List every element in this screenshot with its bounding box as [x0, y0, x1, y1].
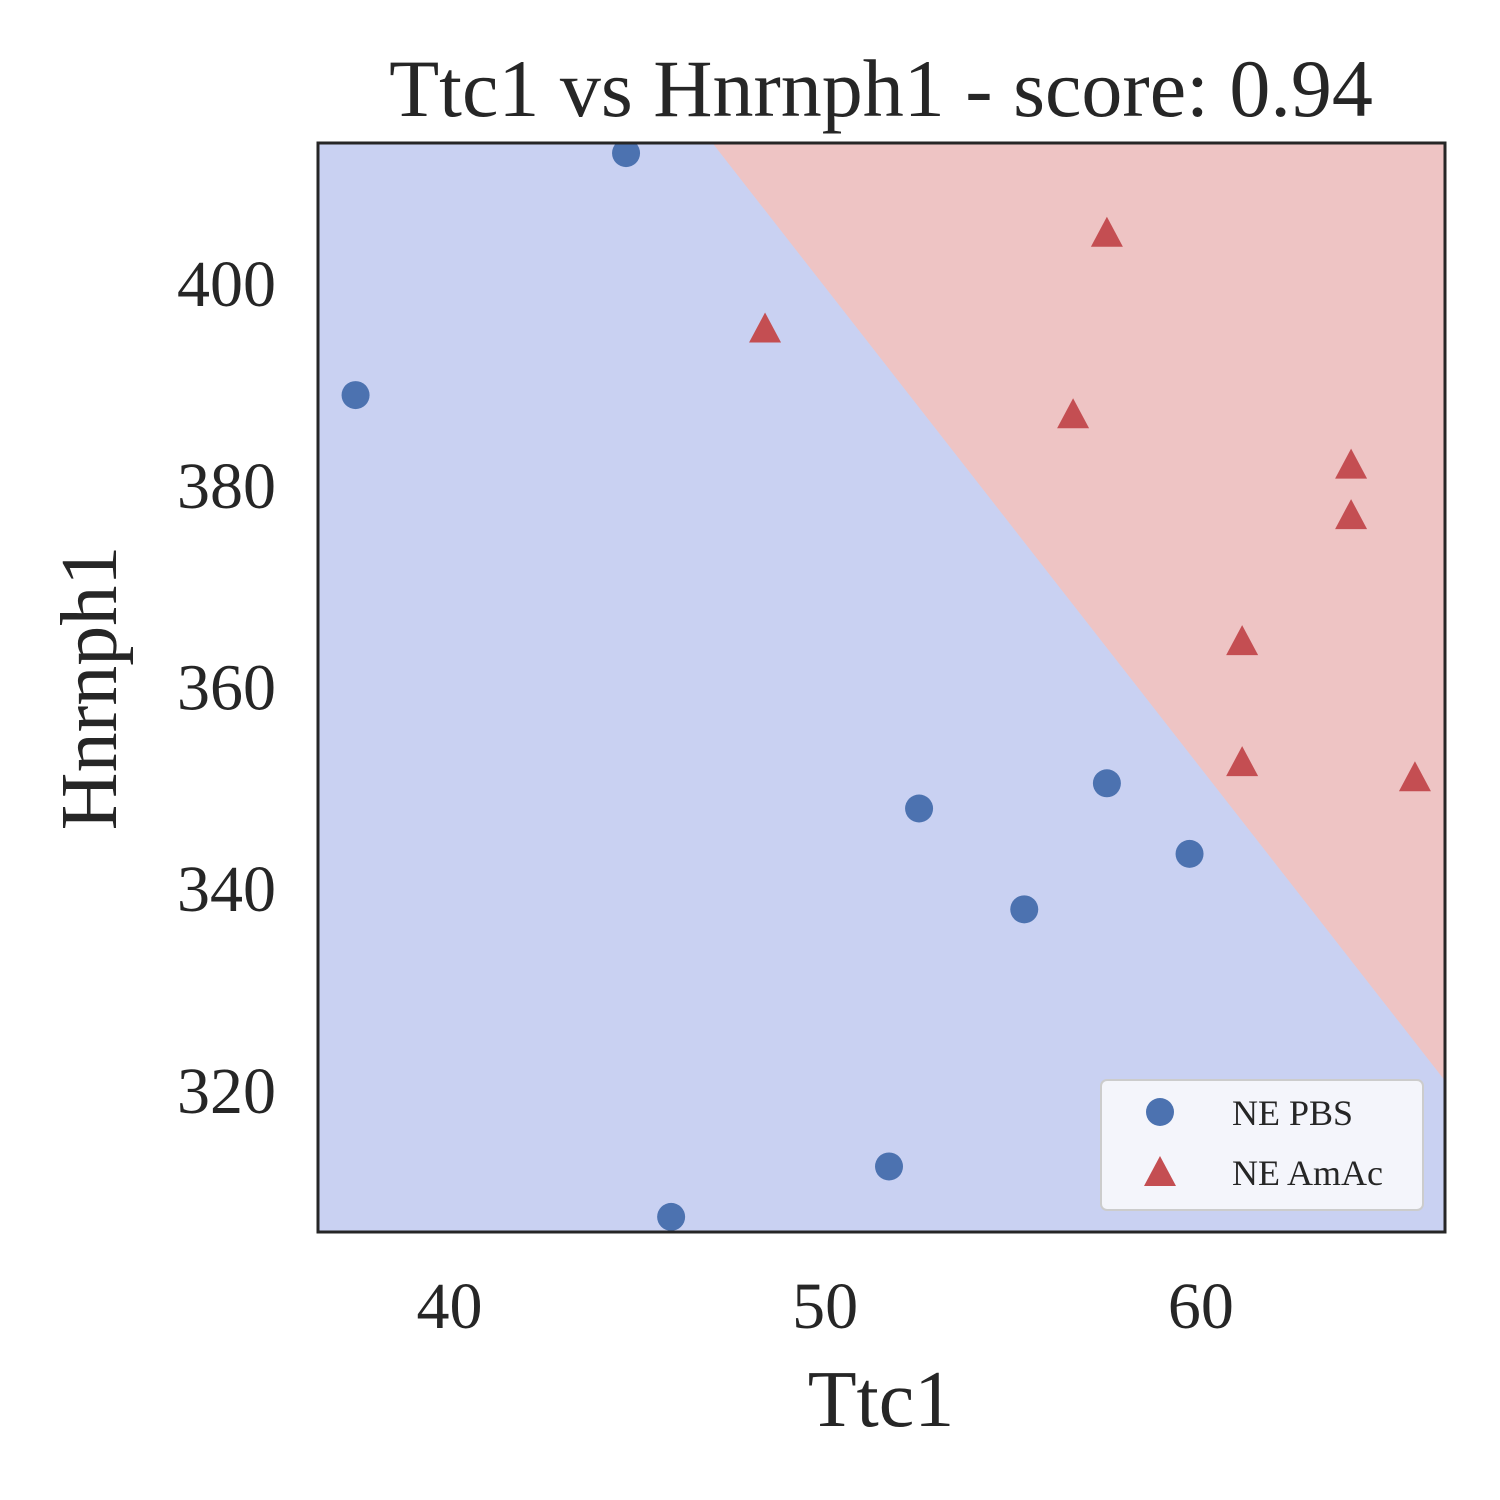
point-ne-pbs-4: [1175, 839, 1204, 868]
point-ne-amac-7: [1398, 761, 1431, 792]
y-tick-label-380: 380: [177, 450, 276, 523]
data-points: [341, 143, 1431, 1231]
point-ne-pbs-3: [1092, 769, 1121, 798]
x-axis-label: Ttc1: [808, 1356, 955, 1444]
decision-region-ne-amac: [712, 143, 1445, 1081]
legend-label-ne-pbs: NE PBS: [1232, 1093, 1353, 1133]
y-tick-label-340: 340: [177, 853, 276, 926]
x-axis-ticks: 40 50 60: [416, 1270, 1233, 1343]
x-tick-label-50: 50: [792, 1270, 858, 1343]
point-ne-pbs-5: [1010, 895, 1039, 924]
legend-marker-ne-pbs: [1146, 1098, 1174, 1126]
y-axis-ticks: 320 340 360 380 400: [177, 248, 276, 1128]
y-tick-label-400: 400: [177, 248, 276, 321]
y-tick-label-360: 360: [177, 652, 276, 725]
y-axis-label: Hnrnph1: [46, 546, 134, 830]
point-ne-pbs-7: [657, 1202, 686, 1231]
point-ne-amac-6: [1226, 746, 1259, 777]
x-tick-label-40: 40: [416, 1270, 482, 1343]
x-tick-label-60: 60: [1168, 1270, 1234, 1343]
legend-box: [1100, 1079, 1424, 1211]
legend: NE PBS NE AmAc: [1100, 1079, 1424, 1211]
point-ne-pbs-6: [875, 1152, 904, 1181]
point-ne-pbs-2: [905, 794, 934, 823]
point-ne-amac-1: [749, 312, 782, 343]
chart-title: Ttc1 vs Hnrnph1 - score: 0.94: [389, 43, 1373, 134]
y-tick-label-320: 320: [177, 1055, 276, 1128]
legend-label-ne-amac: NE AmAc: [1232, 1153, 1383, 1193]
plot-area: [318, 143, 1445, 1232]
point-ne-pbs-1: [341, 381, 370, 410]
point-ne-amac-2: [1057, 398, 1090, 429]
point-ne-pbs-0: [612, 143, 641, 168]
point-ne-amac-5: [1226, 625, 1259, 656]
point-ne-amac-0: [1090, 216, 1123, 247]
point-ne-amac-3: [1335, 448, 1368, 479]
plot-frame: [316, 141, 1447, 1234]
point-ne-amac-4: [1335, 499, 1368, 530]
legend-marker-ne-amac: [1144, 1156, 1176, 1186]
